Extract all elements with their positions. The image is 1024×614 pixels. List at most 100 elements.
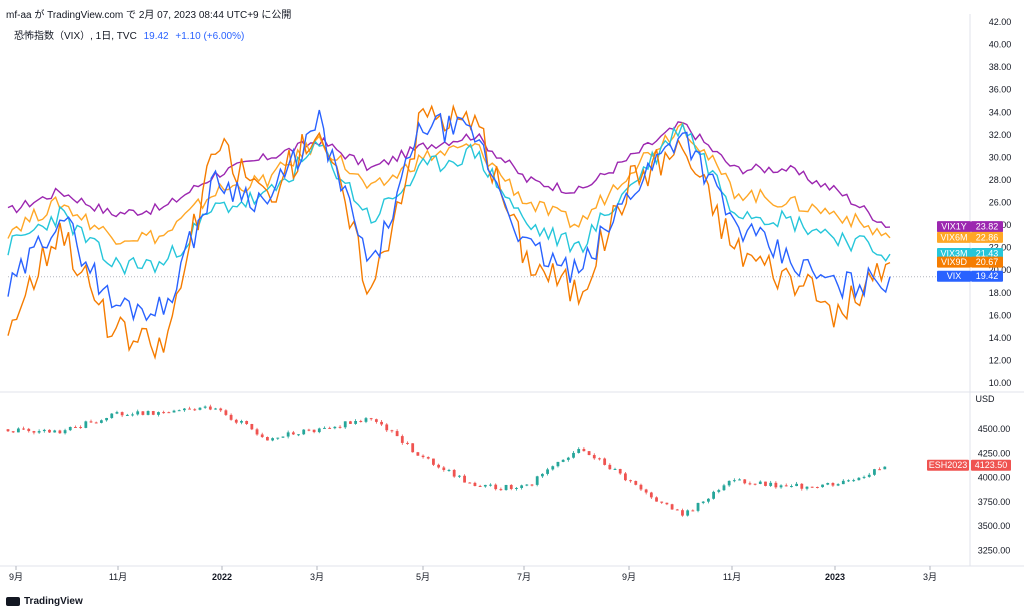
tag-value-vix3m (971, 248, 1003, 260)
price-change: +1.10 (+6.00%) (175, 31, 245, 42)
candle-body (883, 466, 887, 470)
candle-body (535, 476, 539, 485)
candle-body (380, 421, 383, 425)
candle-body (234, 419, 238, 423)
tradingview-logo-icon (6, 597, 20, 606)
candle-body (790, 486, 793, 488)
candle-body (670, 504, 674, 510)
candle-body (245, 420, 249, 425)
candle-body (437, 464, 441, 468)
candle-body (873, 469, 876, 475)
symbol-legend: 恐怖指数（VIX）, 1日, TVC 19.42 +1.10 (+6.00%) (14, 27, 244, 42)
x-tick-label: 2022 (212, 572, 232, 582)
x-tick-label: 9月 (9, 572, 23, 582)
candle-body (592, 455, 596, 459)
x-tick-label: 5月 (416, 572, 430, 582)
candle-body (84, 421, 88, 428)
candle-body (624, 473, 627, 481)
candle-body (738, 479, 741, 481)
candle-body (224, 410, 228, 415)
candle-body (281, 436, 285, 438)
series-line-vix (7, 109, 891, 322)
candle-body (151, 411, 155, 415)
candle-body (758, 481, 762, 484)
candle-body (11, 431, 15, 433)
candle-body (157, 412, 160, 415)
candle-body (266, 437, 269, 441)
candle-body (276, 437, 280, 439)
x-tick-label: 11月 (109, 572, 127, 582)
candle-body (587, 451, 591, 456)
candle-body (312, 429, 316, 433)
candle-body (540, 473, 544, 477)
candle-body (271, 438, 274, 441)
candle-body (291, 432, 295, 435)
candle-body (862, 476, 866, 478)
candle-body (691, 510, 695, 512)
candle-body (63, 430, 67, 434)
candle-body (520, 485, 524, 488)
candle-body (317, 428, 321, 433)
candle-body (297, 434, 300, 436)
candle-body (79, 427, 83, 429)
candle-body (177, 410, 181, 412)
candle-body (219, 408, 223, 411)
es-y-tick-label: 4250.00 (978, 448, 1011, 458)
candle-body (769, 482, 773, 486)
candle-body (364, 418, 368, 422)
candle-body (120, 412, 124, 416)
candle-body (255, 429, 259, 435)
candle-body (556, 461, 560, 467)
candle-body (240, 420, 243, 423)
x-tick-label: 3月 (310, 572, 324, 582)
candle-body (229, 414, 233, 420)
candle-body (457, 475, 461, 477)
vix-y-tick-label: 36.00 (989, 85, 1012, 95)
candle-body (193, 409, 197, 411)
candle-body (421, 455, 425, 458)
vix-y-tick-label: 12.00 (989, 355, 1012, 365)
candle-body (395, 431, 399, 437)
candle-body (800, 483, 804, 489)
candle-body (349, 421, 352, 424)
candle-body (463, 475, 466, 483)
candle-body (551, 466, 555, 470)
es-y-tick-label: 4500.00 (978, 424, 1011, 434)
candle-body (634, 480, 638, 485)
candle-body (608, 464, 612, 470)
candle-body (675, 509, 679, 511)
tag-name-vix1y (937, 221, 971, 233)
candle-body (94, 422, 98, 424)
candle-body (203, 406, 207, 408)
candle-body (655, 497, 658, 502)
tag-name-vix (937, 270, 971, 282)
candle-body (727, 480, 731, 486)
candle-body (447, 469, 451, 471)
candle-body (369, 418, 373, 420)
tradingview-brand: TradingView (24, 596, 83, 607)
candle-body (390, 430, 394, 432)
vix-y-tick-label: 18.00 (989, 288, 1012, 298)
candle-body (323, 427, 326, 429)
series-line-vix3m (7, 122, 891, 276)
candle-body (603, 458, 607, 465)
candle-body (841, 480, 845, 485)
tradingview-watermark: TradingView (6, 596, 83, 607)
x-tick-label: 2023 (825, 572, 845, 582)
candle-body (530, 484, 534, 486)
candle-body (302, 429, 306, 435)
tag-value-vix1y (971, 221, 1003, 233)
vix-y-tick-label: 26.00 (989, 198, 1012, 208)
candle-body (307, 429, 311, 431)
vix-y-tick-label: 10.00 (989, 378, 1012, 388)
candle-body (660, 501, 664, 503)
tag-value-text: 22.86 (976, 232, 999, 242)
candle-body (16, 428, 20, 433)
es-y-tick-label: 3250.00 (978, 545, 1011, 555)
vix-y-tick-label: 42.00 (989, 17, 1012, 27)
vix-y-tick-label: 22.00 (989, 243, 1012, 253)
candle-body (183, 408, 186, 411)
candle-body (343, 421, 347, 428)
candle-body (613, 468, 617, 470)
